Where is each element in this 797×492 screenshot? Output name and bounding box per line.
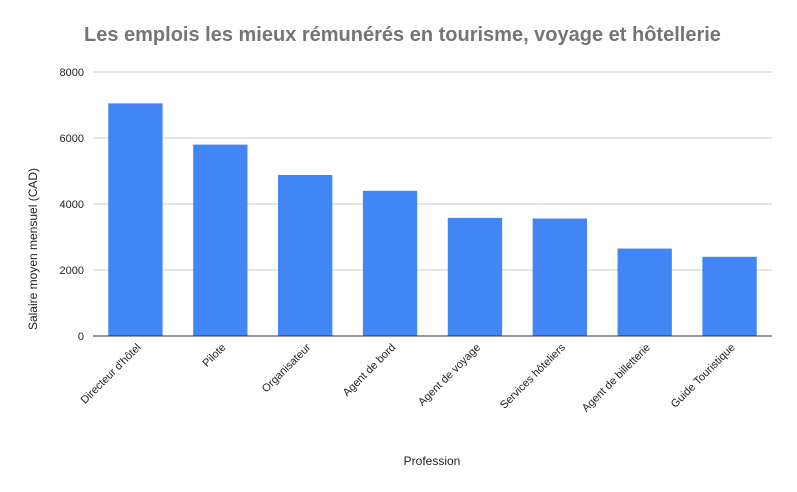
x-tick-label: Agent de voyage (416, 342, 483, 409)
bar (278, 174, 333, 336)
y-tick-label: 2000 (60, 265, 84, 277)
x-tick-label: Pilote (200, 342, 228, 370)
x-tick-label: Services hôteliers (498, 341, 568, 411)
x-tick-label: Agent de billetterie (580, 342, 653, 415)
y-tick-label: 8000 (60, 67, 84, 79)
x-tick-label: Directeur d'hôtel (79, 342, 144, 407)
bar (702, 256, 757, 336)
x-tick-label: Guide Touristique (669, 342, 738, 411)
bar (617, 248, 672, 336)
bar (447, 217, 503, 336)
bar (108, 103, 163, 336)
chart-title: Les emplois les mieux rémunérés en touri… (84, 24, 721, 46)
y-tick-label: 0 (78, 331, 84, 343)
bar (532, 218, 587, 336)
bar (362, 190, 418, 336)
bar (193, 144, 248, 336)
y-tick-label: 6000 (60, 133, 84, 145)
x-tick-label: Agent de bord (341, 342, 398, 399)
y-tick-label: 4000 (60, 199, 84, 211)
x-axis-label: Profession (403, 454, 461, 468)
x-tick-label: Organisateur (260, 341, 314, 395)
